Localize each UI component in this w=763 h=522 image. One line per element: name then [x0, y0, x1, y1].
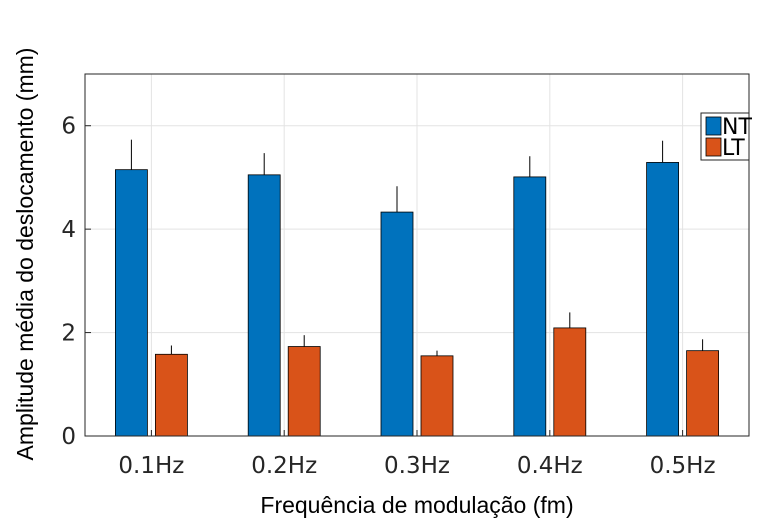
- x-tick-label: 0.3Hz: [384, 453, 450, 479]
- bar-lt: [686, 350, 719, 437]
- bar-lt: [553, 327, 587, 437]
- x-axis-label: Frequência de modulação (fm): [260, 492, 573, 518]
- y-tick-label: 0: [61, 424, 76, 450]
- bar-nt: [115, 169, 148, 437]
- bar-nt: [513, 176, 547, 437]
- bars: [115, 162, 719, 437]
- y-tick-label: 4: [61, 217, 76, 243]
- y-tick-label: 6: [61, 114, 76, 140]
- y-tick-label: 2: [61, 321, 76, 347]
- y-axis: 0 2 4 6: [61, 114, 91, 450]
- bar-nt: [380, 211, 414, 437]
- bar-lt: [287, 346, 321, 437]
- legend-label-nt: NT: [722, 115, 752, 140]
- bar-lt: [154, 353, 188, 437]
- legend-swatch-lt: [705, 137, 722, 157]
- x-tick-label: 0.1Hz: [118, 453, 184, 479]
- y-axis-label: Amplitude média do deslocamento (mm): [12, 48, 38, 461]
- legend-label-lt: LT: [722, 136, 745, 161]
- legend-swatch-nt: [705, 116, 722, 136]
- bar-nt: [247, 174, 281, 437]
- bar-nt: [646, 162, 679, 437]
- x-tick-label: 0.2Hz: [251, 453, 317, 479]
- error-bars: [130, 139, 704, 356]
- x-tick-label: 0.4Hz: [517, 453, 583, 479]
- x-tick-label: 0.5Hz: [650, 453, 716, 479]
- x-axis: 0.1Hz 0.2Hz 0.3Hz 0.4Hz 0.5Hz: [118, 430, 716, 479]
- bar-lt: [420, 355, 454, 437]
